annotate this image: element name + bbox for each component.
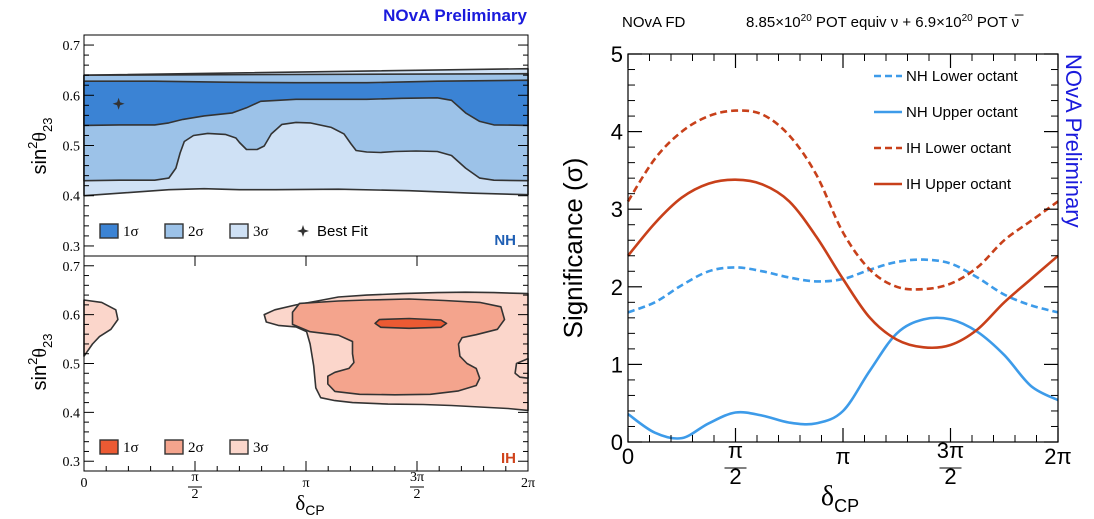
ih-y-axis-label: sin2θ23 — [25, 334, 55, 391]
nh-panel: NOvA Preliminary 0.3 0.4 0.5 0.6 0.7 1σ 2σ 3σ B… — [25, 6, 529, 257]
sig-x-tick-label-0: 0 — [622, 444, 634, 469]
nh-contour-regions — [83, 67, 529, 197]
ih-lower-octant-curve — [626, 109, 1059, 291]
nh-legend: 1σ 2σ 3σ Best Fit — [99, 223, 369, 240]
significance-x-axis-ticks: 0 π 2π 3π 22π — [622, 54, 1072, 489]
legend-label-1sigma: 1σ — [123, 224, 139, 240]
significance-x-axis-label: δCP — [821, 481, 859, 516]
nh-y-axis-label: sin2θ23 — [25, 118, 55, 175]
significance-curves — [626, 109, 1059, 440]
legend-swatch-1sigma — [99, 223, 119, 239]
legend-swatch-1sigma — [99, 439, 119, 455]
legend-swatch-3sigma — [229, 223, 249, 239]
nh-lower-octant-curve — [627, 258, 1059, 314]
significance-panel: NOvA FD 8.85×1020 POT equiv ν + 6.9×1020… — [558, 13, 1086, 516]
y-tick-label-0: 0.3 — [63, 240, 81, 255]
x-tick-label-3: 3π 2 — [410, 470, 424, 502]
sig-x-tick-label-3-num: 3π — [937, 438, 964, 463]
legend-ih-upper-octant-label: IH Upper octant — [906, 176, 1012, 193]
significance-legend: NH Lower octant NH Upper octant IH Lower o… — [874, 68, 1019, 193]
nh-panel-label: NH — [494, 232, 516, 249]
nh-y-axis-ticks: 0.3 0.4 0.5 0.6 0.7 — [63, 39, 528, 255]
nova-preliminary-title: NOvA Preliminary — [383, 6, 527, 25]
legend-best-fit-marker — [297, 225, 309, 237]
y-tick-label-4: 0.7 — [63, 260, 81, 275]
x-tick-label-0: 0 — [81, 476, 88, 491]
detector-label: NOvA FD — [622, 14, 686, 31]
legend-ih-lower-octant-label: IH Lower octant — [906, 140, 1012, 157]
ih-panel-label: IH — [501, 450, 516, 467]
y-tick-label-3: 0.6 — [63, 309, 81, 324]
x-tick-label-4: 2π — [521, 476, 535, 491]
ih-y-axis-ticks: 0.3 0.4 0.5 0.6 0.7 — [63, 260, 528, 470]
sig-y-tick-label-0: 0 — [611, 430, 623, 455]
sig-x-tick-label-2: π — [835, 444, 850, 469]
legend-nh-upper-octant-label: NH Upper octant — [906, 104, 1019, 121]
sig-x-tick-label-1-num: π — [728, 438, 743, 463]
sig-y-tick-label-5: 5 — [611, 42, 623, 67]
sig-y-tick-label-3: 3 — [611, 197, 623, 222]
x-tick-label-1-den: 2 — [191, 487, 198, 502]
sig-y-tick-label-2: 2 — [611, 275, 623, 300]
y-tick-label-4: 0.7 — [63, 39, 81, 54]
y-tick-label-2: 0.5 — [63, 358, 81, 373]
ih-legend: 1σ 2σ 3σ — [99, 439, 269, 456]
ih-upper-octant-curve — [626, 178, 1059, 350]
legend-nh-lower-octant-label: NH Lower octant — [906, 68, 1019, 85]
sig-y-tick-label-4: 4 — [611, 120, 623, 145]
legend-label-2sigma: 2σ — [188, 224, 204, 240]
x-tick-label-3-num: 3π — [410, 470, 424, 485]
ih-x-axis-label: δCP — [295, 491, 324, 518]
exposure-label: 8.85×1020 POT equiv ν + 6.9×1020 POT ν̅ — [746, 13, 1024, 31]
y-tick-label-3: 0.6 — [63, 89, 81, 104]
legend-swatch-3sigma — [229, 439, 249, 455]
sig-x-tick-label-4: 2π — [1044, 444, 1071, 469]
contour-region-1sigma-3 — [374, 317, 448, 330]
best-fit-marker — [112, 97, 125, 110]
sig-x-tick-label-3-den: 2 — [944, 464, 956, 489]
sig-x-tick-label-3: 3π 2 — [937, 438, 964, 489]
nova-preliminary-side-label: NOvA Preliminary — [1061, 54, 1086, 228]
significance-y-axis-label: Significance (σ) — [558, 158, 588, 339]
x-tick-label-2: π — [302, 476, 309, 491]
x-tick-label-3-den: 2 — [413, 487, 420, 502]
contour-region-1sigma-2 — [83, 79, 529, 127]
y-tick-label-0: 0.3 — [63, 455, 81, 470]
ih-x-axis-ticks: 0 π 2π 3π 22π — [81, 256, 535, 502]
y-tick-label-1: 0.4 — [63, 190, 81, 205]
legend-label-3sigma: 3σ — [253, 224, 269, 240]
legend-best-fit-label: Best Fit — [317, 223, 369, 240]
significance-y-axis-ticks: 0 1 2 3 4 5 — [611, 42, 1058, 455]
contour-region-2sigma-2 — [291, 298, 506, 396]
y-tick-label-1: 0.4 — [63, 406, 81, 421]
y-tick-label-2: 0.5 — [63, 140, 81, 155]
contour-region-3sigma-0 — [83, 299, 119, 357]
sig-y-tick-label-1: 1 — [611, 352, 623, 377]
legend-label-3sigma: 3σ — [253, 440, 269, 456]
best-fit-star — [112, 97, 125, 110]
legend-label-1sigma: 1σ — [123, 440, 139, 456]
legend-swatch-2sigma — [164, 223, 184, 239]
legend-label-2sigma: 2σ — [188, 440, 204, 456]
x-tick-label-1-num: π — [191, 470, 198, 485]
nh-upper-octant-curve — [627, 316, 1059, 440]
sig-x-tick-label-1-den: 2 — [729, 464, 741, 489]
legend-swatch-2sigma — [164, 439, 184, 455]
ih-panel: 0.30.40.50.60.7 0 π 2π 3π 22π 1σ 2σ 3σ IH sin2… — [25, 255, 535, 518]
ih-contour-regions — [83, 291, 529, 412]
